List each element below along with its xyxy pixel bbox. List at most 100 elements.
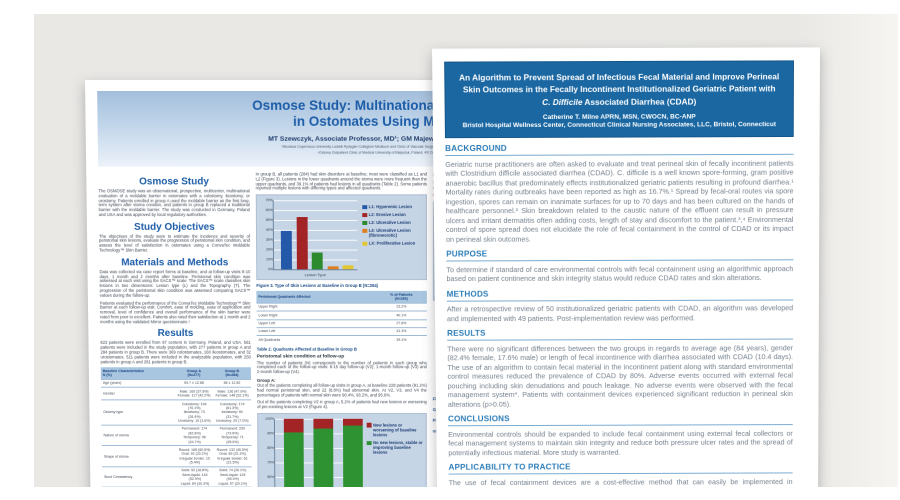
table-row: Upper Left 27.8% bbox=[256, 319, 427, 328]
table-cell: Age (years) bbox=[100, 379, 176, 388]
legend-swatch bbox=[366, 440, 372, 446]
gridline bbox=[273, 200, 358, 201]
y-axis-tick-label: 70% bbox=[265, 198, 273, 203]
left-paragraph: The OSMOSE study was an observational, p… bbox=[98, 188, 250, 217]
followup-subheading: Peristomal skin condition at follow-up bbox=[256, 354, 345, 360]
table-cell: Ostomy type bbox=[101, 399, 176, 426]
section-heading: BACKGROUND bbox=[445, 143, 794, 157]
table-cell: 66 ± 12.82 bbox=[212, 379, 252, 388]
table-row: Lower Left 31.3% bbox=[256, 327, 427, 336]
section-body: Environmental controls should be expande… bbox=[448, 428, 793, 458]
cdad-title-line2: Skin Outcomes in the Fecally Incontinent… bbox=[462, 83, 776, 95]
poster-section: RESULTS There were no significant differe… bbox=[447, 328, 794, 409]
table-cell: All Quadrants bbox=[256, 335, 376, 344]
y-axis-tick-label: 0% bbox=[268, 267, 274, 272]
chart-bar-l1 bbox=[280, 230, 292, 270]
stacked-bar-red-v3 bbox=[313, 418, 334, 429]
cdad-sections: BACKGROUND Geriatric nurse practitioners … bbox=[445, 143, 794, 487]
table2-caption: Table 2. Quadrants Affected at Baseline … bbox=[256, 346, 357, 352]
chart-bar-lx bbox=[342, 265, 354, 270]
left-paragraph: The objectives of the study were to esti… bbox=[98, 233, 251, 253]
stacked-bar-green-v4 bbox=[343, 425, 364, 487]
left-section-heading: Materials and Methods bbox=[121, 257, 229, 269]
table-row: Nature of stoma Permanent: 174 (62.8%) Te… bbox=[101, 425, 252, 446]
table-cell: Nature of stoma bbox=[101, 425, 176, 446]
table-header: Baseline Characteristics N (%) Group A (N… bbox=[100, 367, 252, 380]
legend-item: LX: Proliferative Lesion bbox=[362, 241, 423, 246]
cdad-title-rest: Associated Diarrhea (CDAD) bbox=[582, 96, 697, 107]
poster-section: APPLICABILITY TO PRACTICE The use of feca… bbox=[448, 462, 793, 487]
table-cell: 31.3% bbox=[375, 327, 427, 336]
cdad-header: An Algorithm to Prevent Spread of Infect… bbox=[444, 60, 794, 139]
y-axis-tick-label: 40% bbox=[265, 227, 273, 232]
followup-intro-paragraph: The number of patients (N) corresponds t… bbox=[256, 360, 427, 375]
cdad-title-line1: An Algorithm to Prevent Spread of Infect… bbox=[458, 71, 780, 83]
y-axis-tick-label: 80% bbox=[267, 445, 275, 450]
legend-item: L4: Ulcerative Lesion (fibronecrotic) bbox=[362, 228, 423, 238]
group-a-paragraph-1: Out of the patients completing all follo… bbox=[256, 382, 427, 398]
table-cell: Upper Left bbox=[256, 319, 376, 328]
table-cell: Gender bbox=[100, 387, 176, 400]
y-axis-tick-label: 20% bbox=[265, 247, 273, 252]
table-cell: Solid: 74 (26.1%) Semi-liquid: 129 (45.4… bbox=[213, 466, 252, 487]
stacked-bar-green-v3 bbox=[313, 428, 334, 487]
cdad-title: An Algorithm to Prevent Spread of Infect… bbox=[457, 70, 781, 108]
chart-bar-l4 bbox=[327, 266, 339, 270]
table-cell: Colostomy: 174 (61.3%) Ileostomy: 90 (31… bbox=[213, 399, 252, 426]
left-paragraph: Patients evaluated the performance of th… bbox=[99, 300, 251, 324]
table-cell: 23.2% bbox=[375, 302, 427, 312]
left-paragraph: 623 patients were enrolled from 67 cente… bbox=[100, 340, 251, 364]
table-cell: Round: 132 (46.5%) Oval: 89 (31.3%) Irre… bbox=[213, 445, 252, 467]
table-cell: Lower Left bbox=[256, 327, 376, 336]
section-heading: RESULTS bbox=[447, 328, 794, 342]
section-body: To determine if standard of care environ… bbox=[446, 264, 794, 284]
legend-label: LX: Proliferative Lesion bbox=[368, 241, 416, 246]
legend-label: L1: Hyperemic Lesion bbox=[368, 204, 413, 210]
y-axis-tick-label: 50% bbox=[265, 217, 273, 222]
y-axis-tick-label: 60% bbox=[265, 208, 273, 213]
legend-label: No new lesions, stable or improving base… bbox=[373, 440, 423, 455]
baseline-characteristics-table: Baseline Characteristics N (%) Group A (N… bbox=[100, 367, 252, 487]
table-body: Age (years) 64.7 ± 12.88 66 ± 12.82 Gender M… bbox=[100, 379, 252, 487]
poster-section: CONCLUSIONS Environmental controls should… bbox=[447, 413, 793, 458]
section-heading: METHODS bbox=[446, 288, 794, 302]
table-row: Stool Consistency Solid: 52 (18.8%) Semi-… bbox=[101, 466, 252, 487]
y-axis-tick-label: 60% bbox=[267, 474, 275, 479]
legend-swatch bbox=[362, 228, 367, 234]
table-header-cell: Peristomal Quadrants Affected bbox=[256, 291, 376, 303]
table-row: Lower Right 40.1% bbox=[256, 311, 427, 320]
left-section-heading: Study Objectives bbox=[134, 221, 215, 233]
cdad-title-line3: C. Difficile Associated Diarrhea (CDAD) bbox=[457, 95, 780, 108]
legend-swatch bbox=[362, 241, 367, 246]
legend-item: L1: Hyperemic Lesion bbox=[362, 204, 423, 210]
stacked-bar-green-v2 bbox=[283, 432, 305, 487]
legend-label: New lesions or worsening of baseline les… bbox=[373, 422, 417, 438]
y-axis-tick-label: 30% bbox=[265, 237, 273, 242]
legend-label: L3: Ulcerative Lesion bbox=[368, 220, 411, 226]
cdad-title-italic: C. Difficile bbox=[542, 96, 583, 107]
table-cell: 64.7 ± 12.88 bbox=[175, 379, 214, 388]
table-header-cell: % of Patients (N=284) bbox=[375, 291, 427, 303]
gridline bbox=[273, 210, 358, 211]
legend-item: No new lesions, stable or improving base… bbox=[366, 440, 423, 455]
table-cell: Shape of stoma bbox=[101, 445, 176, 467]
chart-bar-l3 bbox=[311, 252, 323, 270]
figure4-stacked-bar-chart: 100%90%80%70%60%50%40%30%20%10%0% New le… bbox=[257, 412, 427, 487]
table-cell: Upper Right bbox=[256, 302, 376, 312]
section-heading: APPLICABILITY TO PRACTICE bbox=[448, 462, 793, 475]
table-header: Peristomal Quadrants Affected% of Patien… bbox=[256, 291, 427, 303]
figure3-legend: L1: Hyperemic Lesion L2: Erosive Lesion L3… bbox=[362, 200, 423, 277]
table-header-row: Baseline Characteristics N (%) Group A (N… bbox=[100, 367, 252, 380]
table-row: Age (years) 64.7 ± 12.88 66 ± 12.82 bbox=[100, 379, 252, 388]
table-cell: 39.1% bbox=[375, 335, 427, 344]
figure3-caption: Figure 3. Type of Skin Lesions at Baseli… bbox=[256, 283, 378, 289]
table-cell: Stool Consistency bbox=[101, 466, 177, 487]
poster-section: BACKGROUND Geriatric nurse practitioners … bbox=[445, 143, 794, 244]
figure3-bar-chart: 70% 60% 50% 40% 30% 20% 10% 0% Lesion Type L1: … bbox=[255, 194, 427, 281]
legend-item: L3: Ulcerative Lesion bbox=[362, 220, 423, 226]
y-axis-tick-label: 90% bbox=[267, 431, 275, 436]
left-paragraph: Data was collected via case report forms… bbox=[99, 269, 251, 298]
table-cell: Permanent: 174 (62.8%) Temporary: 96 (34… bbox=[175, 425, 214, 446]
table-row: Ostomy type Colostomy: 194 (70.1%) Ileost… bbox=[101, 399, 252, 426]
